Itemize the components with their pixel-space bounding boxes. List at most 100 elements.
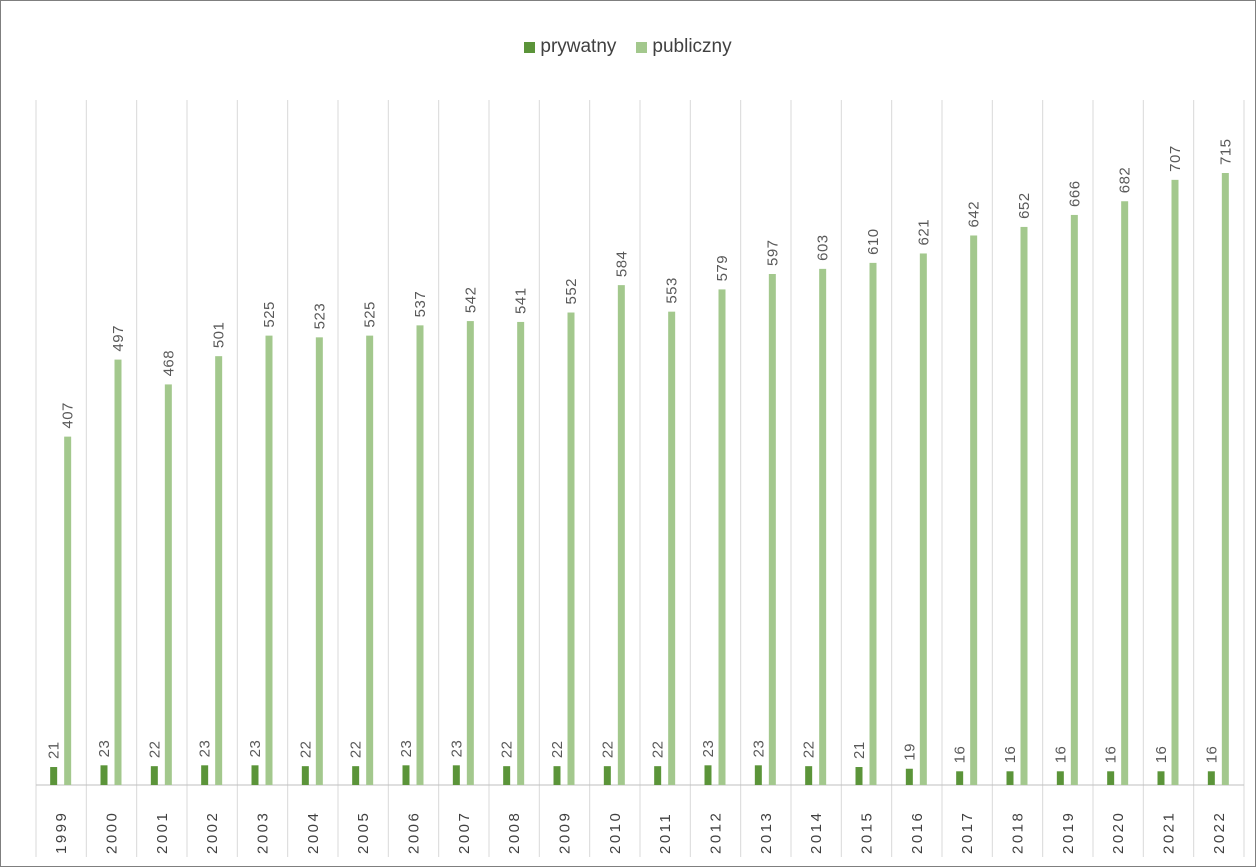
bar-prywatny-2010 — [603, 766, 611, 785]
data-label-prywatny-2012: 23 — [700, 740, 717, 758]
bar-prywatny-2019 — [1056, 771, 1064, 785]
category-label-2004: 2004 — [305, 811, 322, 854]
data-label-prywatny-2000: 23 — [96, 740, 113, 758]
data-label-publiczny-2003: 525 — [261, 301, 278, 328]
category-label-2020: 2020 — [1110, 811, 1127, 854]
data-label-publiczny-2005: 525 — [362, 301, 379, 328]
data-label-prywatny-2010: 22 — [599, 740, 616, 758]
bar-publiczny-2016 — [919, 253, 927, 785]
bar-publiczny-2006 — [416, 325, 424, 785]
bar-publiczny-2009 — [567, 312, 575, 785]
data-label-prywatny-2003: 23 — [247, 740, 264, 758]
category-label-2007: 2007 — [456, 811, 473, 854]
bar-publiczny-2022 — [1221, 173, 1229, 785]
category-label-2022: 2022 — [1211, 811, 1228, 854]
data-label-prywatny-2006: 23 — [398, 740, 415, 758]
category-label-2018: 2018 — [1010, 811, 1027, 854]
data-label-publiczny-2010: 584 — [613, 251, 630, 278]
data-label-publiczny-2002: 501 — [211, 322, 228, 349]
category-label-2009: 2009 — [557, 811, 574, 854]
data-label-publiczny-1999: 407 — [60, 402, 77, 429]
bar-publiczny-2001 — [164, 384, 172, 785]
bar-prywatny-2006 — [402, 765, 410, 785]
bar-publiczny-2017 — [970, 235, 978, 786]
bar-prywatny-2004 — [301, 766, 309, 785]
legend-item-prywatny: prywatny — [524, 36, 616, 58]
legend-item-publiczny: publiczny — [636, 36, 732, 58]
data-label-publiczny-2021: 707 — [1167, 145, 1184, 172]
category-label-2013: 2013 — [758, 811, 775, 854]
data-label-publiczny-2018: 652 — [1016, 192, 1033, 219]
data-label-prywatny-2001: 22 — [146, 740, 163, 758]
bar-prywatny-2017 — [956, 771, 964, 785]
data-label-publiczny-2013: 597 — [764, 239, 781, 266]
data-label-prywatny-2002: 23 — [197, 740, 214, 758]
bar-publiczny-2012 — [718, 289, 726, 785]
category-label-2016: 2016 — [909, 811, 926, 854]
data-label-publiczny-2022: 715 — [1217, 138, 1234, 165]
data-label-prywatny-2019: 16 — [1052, 746, 1069, 764]
bar-prywatny-2015 — [855, 767, 863, 785]
data-label-publiczny-2007: 542 — [462, 287, 479, 314]
legend-swatch-prywatny — [524, 41, 536, 53]
data-label-prywatny-2015: 21 — [851, 741, 868, 759]
category-label-2000: 2000 — [104, 811, 121, 854]
legend-swatch-publiczny — [636, 41, 648, 53]
data-label-prywatny-2022: 16 — [1203, 746, 1220, 764]
bar-prywatny-2002 — [201, 765, 209, 785]
category-label-2006: 2006 — [406, 811, 423, 854]
bar-publiczny-2020 — [1121, 201, 1129, 785]
bar-prywatny-1999 — [50, 767, 58, 785]
bar-publiczny-2000 — [114, 359, 122, 785]
bar-publiczny-2007 — [466, 321, 474, 785]
data-label-prywatny-1999: 21 — [46, 741, 63, 759]
bar-prywatny-2005 — [352, 766, 360, 785]
data-label-prywatny-2005: 22 — [348, 740, 365, 758]
bar-prywatny-2020 — [1107, 771, 1115, 785]
category-label-2011: 2011 — [657, 812, 674, 854]
category-label-2003: 2003 — [255, 811, 272, 854]
category-label-2021: 2021 — [1161, 811, 1178, 854]
bar-publiczny-1999 — [64, 436, 72, 785]
data-label-publiczny-2011: 553 — [664, 277, 681, 304]
category-label-2015: 2015 — [859, 811, 876, 854]
data-label-prywatny-2016: 19 — [901, 743, 918, 761]
bar-prywatny-2007 — [452, 765, 460, 785]
data-label-publiczny-2012: 579 — [714, 255, 731, 282]
bar-prywatny-2016 — [905, 768, 913, 785]
category-label-2005: 2005 — [355, 811, 372, 854]
category-label-2019: 2019 — [1060, 811, 1077, 854]
category-label-2008: 2008 — [506, 811, 523, 854]
legend-label-prywatny: prywatny — [540, 36, 617, 57]
category-label-2002: 2002 — [204, 811, 221, 854]
category-label-1999: 1999 — [53, 811, 70, 854]
data-label-prywatny-2020: 16 — [1103, 746, 1120, 764]
bar-publiczny-2021 — [1171, 179, 1179, 786]
bar-prywatny-2012 — [704, 765, 712, 785]
data-label-prywatny-2011: 22 — [650, 740, 667, 758]
data-label-prywatny-2007: 23 — [448, 740, 465, 758]
bar-prywatny-2001 — [150, 766, 158, 785]
bar-publiczny-2018 — [1020, 226, 1028, 786]
bar-prywatny-2003 — [251, 765, 259, 785]
bar-publiczny-2010 — [617, 285, 625, 785]
bar-prywatny-2009 — [553, 766, 561, 785]
bar-prywatny-2011 — [654, 766, 662, 785]
bar-publiczny-2011 — [668, 311, 676, 785]
data-label-prywatny-2014: 22 — [801, 740, 818, 758]
category-label-2010: 2010 — [607, 811, 624, 854]
data-label-publiczny-2019: 666 — [1066, 180, 1083, 207]
bar-prywatny-2014 — [805, 766, 813, 785]
legend-label-publiczny: publiczny — [652, 36, 732, 57]
data-label-publiczny-2016: 621 — [915, 219, 932, 246]
bar-prywatny-2018 — [1006, 771, 1014, 785]
category-label-2017: 2017 — [959, 811, 976, 854]
data-label-publiczny-2020: 682 — [1117, 167, 1134, 194]
data-label-publiczny-2006: 537 — [412, 291, 429, 318]
bar-publiczny-2004 — [315, 337, 323, 785]
bar-publiczny-2002 — [215, 356, 223, 785]
data-label-publiczny-2004: 523 — [311, 303, 328, 330]
data-label-publiczny-2017: 642 — [966, 201, 983, 228]
